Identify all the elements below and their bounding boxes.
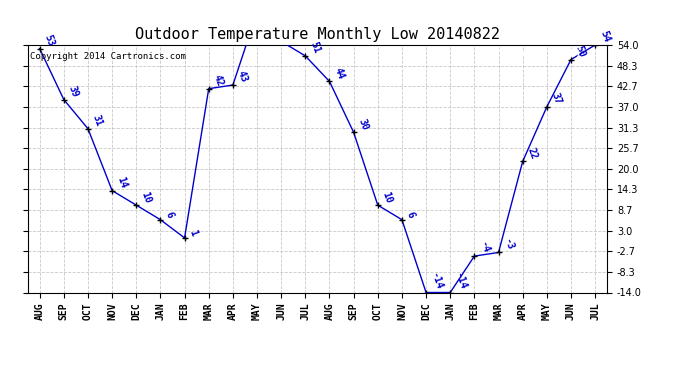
Text: -14: -14 <box>453 272 469 292</box>
Text: 14: 14 <box>115 175 128 190</box>
Text: -4: -4 <box>477 241 491 255</box>
Text: 10: 10 <box>381 190 394 204</box>
Text: 30: 30 <box>357 117 370 132</box>
Text: 51: 51 <box>308 40 322 55</box>
Text: 63: 63 <box>0 374 1 375</box>
Text: 39: 39 <box>67 84 80 99</box>
Text: -3: -3 <box>502 237 515 252</box>
Text: Copyright 2014 Cartronics.com: Copyright 2014 Cartronics.com <box>30 53 186 62</box>
Text: 10: 10 <box>139 190 152 204</box>
Text: -14: -14 <box>429 272 444 292</box>
Text: 6: 6 <box>164 210 175 219</box>
Text: 31: 31 <box>91 113 104 128</box>
Text: 1: 1 <box>188 228 199 237</box>
Text: 53: 53 <box>43 33 56 48</box>
Title: Outdoor Temperature Monthly Low 20140822: Outdoor Temperature Monthly Low 20140822 <box>135 27 500 42</box>
Text: 37: 37 <box>550 92 563 106</box>
Text: 50: 50 <box>574 44 587 58</box>
Text: 55: 55 <box>0 374 1 375</box>
Text: 44: 44 <box>333 66 346 81</box>
Text: 54: 54 <box>598 30 611 44</box>
Text: 22: 22 <box>526 146 539 160</box>
Text: 6: 6 <box>405 210 416 219</box>
Text: 43: 43 <box>236 70 249 84</box>
Text: 42: 42 <box>212 73 225 88</box>
